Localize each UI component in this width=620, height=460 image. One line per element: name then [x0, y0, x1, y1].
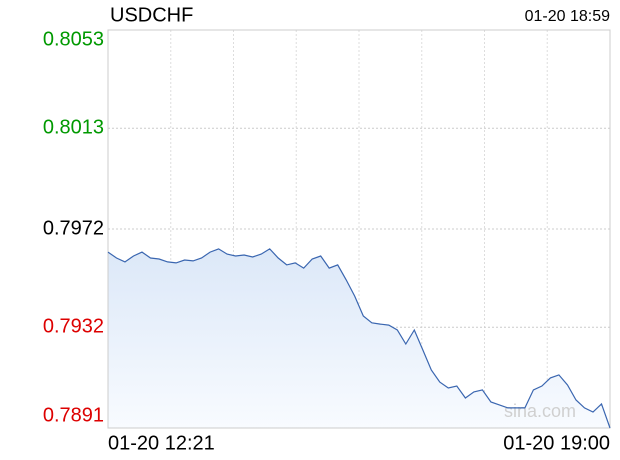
y-tick-label: 0.7891: [43, 404, 104, 426]
y-tick-label: 0.8053: [43, 28, 104, 50]
y-tick-label: 0.7972: [43, 217, 104, 239]
watermark: sina.com: [504, 401, 576, 421]
y-tick-label: 0.7932: [43, 316, 104, 338]
chart-title: USDCHF: [110, 4, 193, 26]
plot-frame: [107, 29, 611, 429]
price-line: [107, 248, 611, 429]
timestamp: 01-20 18:59: [525, 8, 611, 25]
x-tick-label: 01-20 12:21: [108, 432, 215, 454]
x-tick-label: 01-20 19:00: [503, 432, 610, 454]
area: [108, 248, 610, 428]
y-tick-label: 0.8013: [43, 117, 104, 139]
